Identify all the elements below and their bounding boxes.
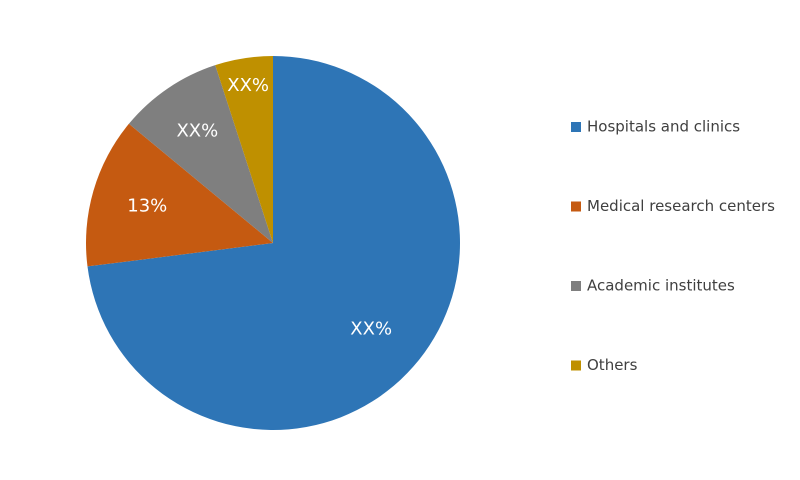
pie-slice (215, 56, 273, 243)
legend-swatch (571, 201, 581, 212)
legend-swatch (571, 281, 581, 291)
legend-label: Medical research centers (587, 197, 775, 215)
data-label: XX% (227, 75, 269, 96)
data-label: XX% (350, 319, 392, 340)
pie-slice (87, 56, 460, 430)
legend-label: Others (587, 356, 638, 374)
data-label: 13% (127, 195, 167, 216)
legend-swatch (571, 122, 581, 132)
pie-slice (86, 123, 273, 267)
legend-swatch (571, 360, 581, 371)
legend-label: Academic institutes (587, 277, 735, 295)
pie-slice (128, 65, 273, 243)
legend-label: Hospitals and clinics (587, 118, 740, 136)
data-label: XX% (176, 121, 218, 142)
